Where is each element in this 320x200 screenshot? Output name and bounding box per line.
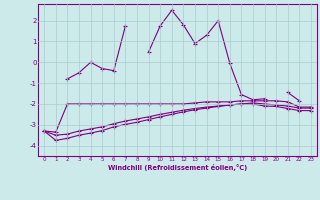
- X-axis label: Windchill (Refroidissement éolien,°C): Windchill (Refroidissement éolien,°C): [108, 164, 247, 171]
